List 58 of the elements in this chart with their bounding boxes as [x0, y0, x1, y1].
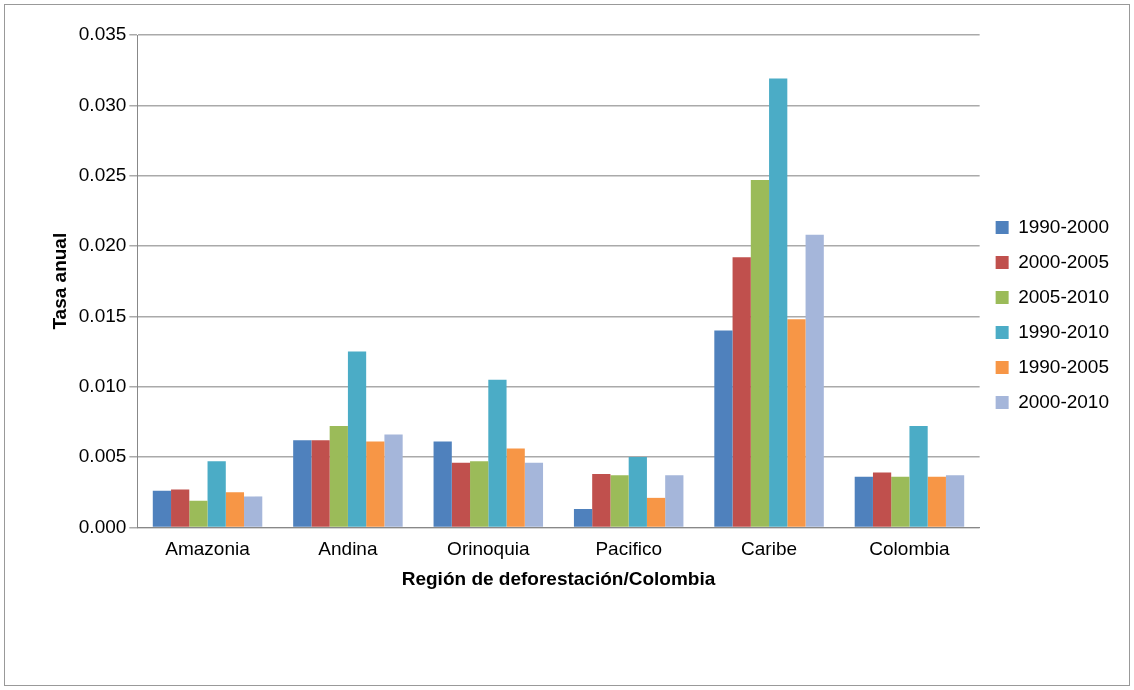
- bar: [152, 490, 172, 527]
- bar: [665, 475, 684, 527]
- legend-label: 2000-2010: [1018, 390, 1110, 412]
- x-axis-title: Región de deforestación/Colombia: [401, 567, 716, 589]
- bar: [207, 461, 226, 527]
- y-tick-label: 0.015: [78, 304, 127, 326]
- y-tick-label: 0.010: [78, 374, 127, 396]
- legend-label: 2000-2005: [1018, 250, 1110, 272]
- y-tick-label: 0.020: [78, 234, 127, 256]
- y-tick-label: 0.000: [78, 515, 127, 537]
- legend-label: 1990-2000: [1018, 215, 1110, 237]
- bar: [293, 440, 312, 527]
- bar: [347, 351, 367, 527]
- bar: [524, 462, 544, 527]
- legend-label: 1990-2010: [1018, 320, 1110, 342]
- bar: [384, 434, 403, 527]
- bar: [714, 330, 733, 527]
- bar: [787, 319, 806, 527]
- bar: [610, 475, 629, 527]
- bar: [171, 489, 190, 527]
- bar: [805, 234, 824, 527]
- bar: [891, 476, 910, 527]
- x-tick-label: Andina: [318, 538, 378, 560]
- bar: [451, 462, 471, 527]
- bar: [311, 440, 330, 527]
- bar: [244, 496, 263, 527]
- bar: [732, 257, 751, 527]
- bar: [470, 461, 489, 527]
- bar: [329, 426, 348, 527]
- bar: [592, 473, 611, 527]
- bar: [433, 441, 452, 527]
- y-tick-label: 0.025: [78, 163, 127, 185]
- legend-label: 2005-2010: [1018, 285, 1110, 307]
- bar: [506, 448, 525, 527]
- y-tick-label: 0.005: [78, 445, 127, 467]
- bar: [573, 509, 593, 527]
- bar: [225, 492, 245, 527]
- bar: [945, 475, 965, 527]
- bar: [872, 472, 892, 527]
- bar: [854, 476, 873, 527]
- bar: [769, 78, 788, 527]
- bar: [366, 441, 385, 527]
- bar: [750, 179, 770, 527]
- x-tick-label: Orinoquia: [447, 538, 530, 560]
- bar: [927, 476, 946, 527]
- legend-label: 1990-2005: [1018, 355, 1110, 377]
- x-tick-label: Amazonia: [165, 538, 251, 560]
- bar: [488, 379, 507, 527]
- y-tick-label: 0.035: [78, 23, 127, 45]
- bar: [909, 426, 928, 527]
- x-tick-label: Colombia: [869, 538, 951, 560]
- x-tick-label: Pacifico: [595, 538, 662, 560]
- bar: [646, 497, 666, 527]
- y-axis-title: Tasa anual: [48, 232, 70, 330]
- bar: [189, 500, 208, 527]
- x-tick-label: Caribe: [741, 538, 798, 560]
- bar: [628, 457, 647, 527]
- y-tick-label: 0.030: [78, 93, 127, 115]
